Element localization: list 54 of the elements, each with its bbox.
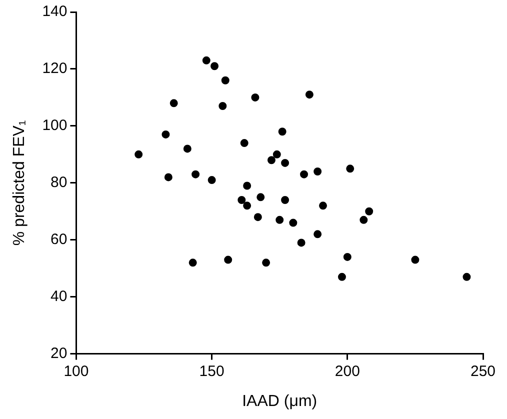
point	[300, 170, 308, 178]
x-tick-label: 100	[64, 362, 89, 380]
y-tick-label: 20	[50, 344, 68, 362]
x-tick-label: 250	[470, 362, 496, 380]
point	[272, 150, 281, 158]
point	[305, 90, 314, 99]
point	[224, 256, 232, 264]
point	[462, 272, 471, 281]
point	[281, 158, 290, 167]
point	[267, 156, 276, 164]
point	[164, 173, 172, 182]
point	[218, 102, 227, 110]
x-tick-label: 150	[199, 362, 224, 380]
point	[343, 252, 352, 261]
point	[183, 144, 192, 153]
point	[262, 258, 270, 267]
point	[208, 176, 216, 184]
point	[314, 230, 322, 238]
point	[411, 256, 420, 264]
point	[338, 272, 346, 281]
point	[243, 202, 252, 210]
point	[319, 202, 328, 210]
point	[278, 128, 286, 136]
x-axis-title: IAAD (μm)	[242, 392, 318, 410]
point	[314, 168, 322, 176]
point	[210, 62, 219, 70]
point	[254, 213, 262, 222]
point	[281, 196, 290, 204]
point	[221, 76, 230, 84]
point	[238, 196, 246, 204]
point	[170, 99, 178, 108]
point	[243, 182, 252, 190]
y-tick-label: 80	[50, 174, 68, 192]
point	[188, 258, 197, 267]
y-tick-label: 140	[42, 3, 68, 20]
point	[289, 218, 298, 227]
point	[346, 164, 354, 173]
point	[251, 93, 260, 102]
point	[134, 150, 143, 158]
point	[276, 216, 284, 224]
x-tick-label: 200	[334, 362, 360, 380]
y-tick-label: 120	[42, 60, 68, 78]
point	[162, 130, 170, 138]
point	[256, 193, 265, 202]
y-tick-label: 100	[42, 117, 68, 134]
point	[365, 207, 374, 216]
point	[202, 56, 210, 64]
y-tick-label: 40	[50, 288, 68, 305]
point	[192, 170, 200, 178]
point	[240, 139, 248, 148]
y-axis-title: % predicted FEV₁	[11, 120, 28, 246]
point	[297, 238, 306, 247]
point	[360, 216, 368, 224]
y-tick-label: 60	[50, 231, 68, 248]
